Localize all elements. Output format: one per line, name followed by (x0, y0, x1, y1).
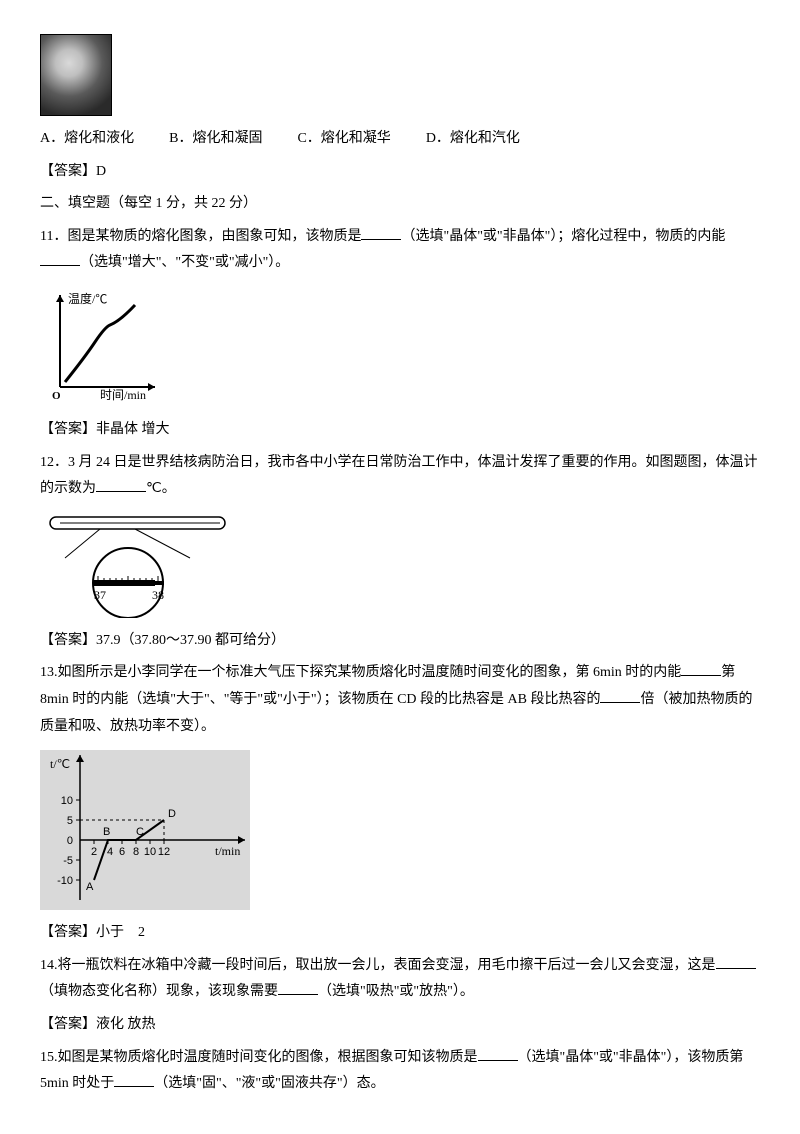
svg-text:6: 6 (119, 846, 125, 858)
q15-blank-1 (478, 1046, 518, 1061)
q11-blank-1 (361, 225, 401, 240)
q12-answer: 【答案】37.9（37.80～37.90 都可给分） (40, 628, 760, 655)
q10-answer: 【答案】D (40, 159, 760, 186)
q11-mid2: （选填"增大"、"不变"或"减小"）。 (80, 255, 289, 270)
q12-thermometer: 37 38 (40, 513, 240, 618)
svg-text:10: 10 (144, 846, 156, 858)
q12-text: 12．3 月 24 日是世界结核病防治日，我市各中小学在日常防治工作中，体温计发… (40, 450, 760, 503)
q10-opt-b: B．熔化和凝固 (169, 131, 262, 146)
answer-label: 【答案】 (40, 164, 96, 179)
thermo-tick-38: 38 (152, 588, 164, 602)
svg-text:C: C (136, 826, 144, 838)
q14-answer: 【答案】液化 放热 (40, 1012, 760, 1039)
answer-value: 37.9（37.80～37.90 都可给分） (96, 633, 285, 648)
q13-blank-2 (600, 688, 640, 703)
svg-text:t/min: t/min (215, 844, 240, 858)
q13-answer: 【答案】小于 2 (40, 920, 760, 947)
q11-chart: 温度/℃ O 时间/min (40, 287, 160, 407)
section-2-title: 二、填空题（每空 1 分，共 22 分） (40, 191, 760, 218)
q14-t3: （选填"吸热"或"放热"）。 (318, 984, 474, 999)
capsule-photo (40, 34, 112, 116)
answer-value: D (96, 164, 106, 179)
q13-text: 13.如图所示是小李同学在一个标准大气压下探究某物质熔化时温度随时间变化的图象，… (40, 660, 760, 740)
answer-value: 小于 2 (96, 925, 145, 940)
svg-text:A: A (86, 881, 94, 893)
q12-post: ℃。 (146, 481, 176, 496)
svg-text:-5: -5 (63, 855, 73, 867)
q14-blank-2 (278, 980, 318, 995)
svg-text:5: 5 (67, 815, 73, 827)
svg-text:8: 8 (133, 846, 139, 858)
answer-label: 【答案】 (40, 633, 96, 648)
answer-value: 液化 放热 (96, 1017, 156, 1032)
answer-label: 【答案】 (40, 1017, 96, 1032)
svg-text:4: 4 (107, 846, 113, 858)
svg-text:12: 12 (158, 846, 170, 858)
svg-text:t/℃: t/℃ (50, 757, 70, 771)
svg-text:2: 2 (91, 846, 97, 858)
answer-label: 【答案】 (40, 925, 96, 940)
svg-text:-10: -10 (57, 875, 73, 887)
q15-t3: （选填"固"、"液"或"固液共存"）态。 (154, 1076, 384, 1091)
q11-answer: 【答案】非晶体 增大 (40, 417, 760, 444)
svg-text:10: 10 (61, 795, 73, 807)
svg-text:0: 0 (67, 835, 73, 847)
q10-opt-a: A．熔化和液化 (40, 131, 134, 146)
q11-pre: 11．图是某物质的熔化图象，由图象可知，该物质是 (40, 229, 361, 244)
q10-options: A．熔化和液化 B．熔化和凝固 C．熔化和凝华 D．熔化和汽化 (40, 126, 760, 153)
q13-blank-1 (681, 661, 721, 676)
svg-text:B: B (103, 826, 110, 838)
q15-text: 15.如图是某物质熔化时温度随时间变化的图像，根据图象可知该物质是（选填"晶体"… (40, 1045, 760, 1098)
answer-value: 非晶体 增大 (96, 422, 170, 437)
q11-ylabel: 温度/℃ (68, 291, 107, 306)
q14-t2: （填物态变化名称）现象，该现象需要 (40, 984, 278, 999)
q13-t1: 13.如图所示是小李同学在一个标准大气压下探究某物质熔化时温度随时间变化的图象，… (40, 665, 681, 680)
q15-blank-2 (114, 1072, 154, 1087)
q11-mid1: （选填"晶体"或"非晶体"）；熔化过程中，物质的内能 (401, 229, 725, 244)
q14-blank-1 (716, 954, 756, 969)
q13-chart: -10 -5 0 5 10 2 4 6 8 10 12 A B C D (40, 750, 250, 910)
q14-t1: 14.将一瓶饮料在冰箱中冷藏一段时间后，取出放一会儿，表面会变湿，用毛巾擦干后过… (40, 958, 716, 973)
svg-text:O: O (52, 390, 61, 402)
q15-t1: 15.如图是某物质熔化时温度随时间变化的图像，根据图象可知该物质是 (40, 1050, 478, 1065)
q10-opt-d: D．熔化和汽化 (426, 131, 520, 146)
q14-text: 14.将一瓶饮料在冰箱中冷藏一段时间后，取出放一会儿，表面会变湿，用毛巾擦干后过… (40, 953, 760, 1006)
q11-text: 11．图是某物质的熔化图象，由图象可知，该物质是 （选填"晶体"或"非晶体"）；熔… (40, 224, 760, 277)
q11-xlabel: 时间/min (100, 388, 146, 402)
q12-blank (96, 477, 146, 492)
svg-text:D: D (168, 808, 176, 820)
q11-blank-2 (40, 251, 80, 266)
q10-opt-c: C．熔化和凝华 (297, 131, 390, 146)
thermo-tick-37: 37 (94, 588, 106, 602)
answer-label: 【答案】 (40, 422, 96, 437)
